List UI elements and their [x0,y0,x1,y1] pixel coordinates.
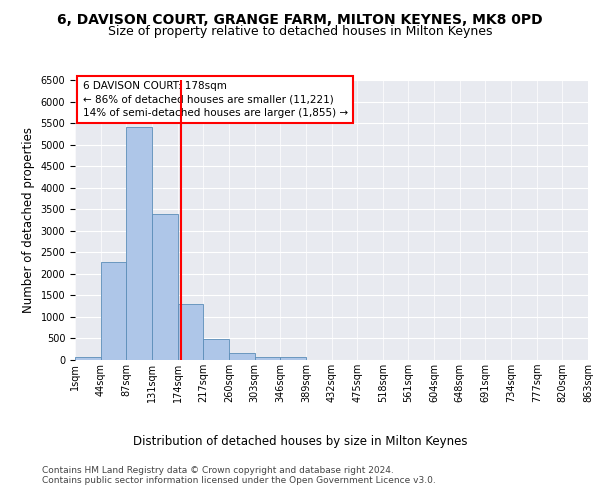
Bar [152,214,178,360]
Bar [101,262,127,360]
Bar [178,304,203,360]
Bar [203,340,229,360]
Text: 6, DAVISON COURT, GRANGE FARM, MILTON KEYNES, MK8 0PD: 6, DAVISON COURT, GRANGE FARM, MILTON KE… [57,12,543,26]
Bar [229,353,254,360]
Text: 6 DAVISON COURT: 178sqm
← 86% of detached houses are smaller (11,221)
14% of sem: 6 DAVISON COURT: 178sqm ← 86% of detache… [83,82,348,118]
Text: Contains HM Land Registry data © Crown copyright and database right 2024.: Contains HM Land Registry data © Crown c… [42,466,394,475]
Bar [254,356,280,360]
Text: Size of property relative to detached houses in Milton Keynes: Size of property relative to detached ho… [108,25,492,38]
Text: Distribution of detached houses by size in Milton Keynes: Distribution of detached houses by size … [133,435,467,448]
Y-axis label: Number of detached properties: Number of detached properties [22,127,35,313]
Bar [280,358,306,360]
Bar [127,126,152,360]
Text: Contains public sector information licensed under the Open Government Licence v3: Contains public sector information licen… [42,476,436,485]
Bar [75,357,101,360]
